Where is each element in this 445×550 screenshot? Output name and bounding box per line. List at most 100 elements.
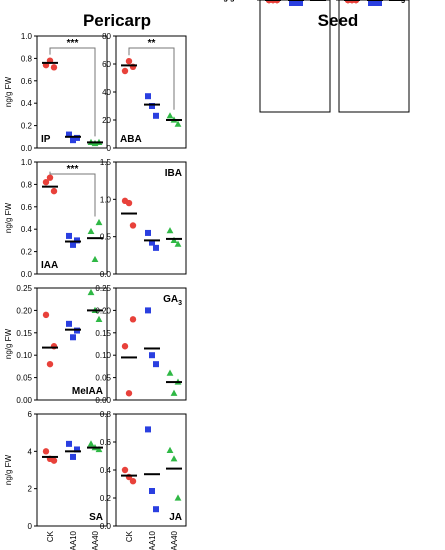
data-point-naa40 bbox=[174, 120, 182, 127]
data-point-naa10 bbox=[149, 488, 155, 494]
y-axis-label: ng/g FW bbox=[4, 76, 13, 107]
y-axis-label: ng/g FW bbox=[4, 328, 13, 359]
panel-label: ABA bbox=[383, 0, 405, 3]
panel-pericarp-iaa: 0.0 0.2 0.4 0.6 0.8 1.0 ng/g FW IAA *** bbox=[4, 158, 108, 279]
panel-label: GA3 bbox=[163, 294, 182, 307]
significance-bracket bbox=[128, 47, 175, 110]
data-point-naa10 bbox=[74, 134, 80, 141]
y-tick-label: 0.05 bbox=[16, 374, 32, 383]
y-tick-label: 0 bbox=[107, 144, 112, 153]
data-point-naa40 bbox=[166, 369, 174, 376]
panel-pericarp-ja: 0.0 0.2 0.4 0.6 0.8 JA CK NAA10 NAA40 bbox=[100, 410, 187, 550]
panel-pericarp-ga3: 0.00 0.05 0.10 0.15 0.20 0.25 GA3 bbox=[95, 284, 187, 405]
y-tick-label: 0.4 bbox=[244, 0, 256, 2]
data-point-naa10 bbox=[153, 506, 159, 513]
data-point-ck bbox=[46, 360, 54, 368]
significance-label: ** bbox=[292, 0, 300, 3]
y-tick-label: 0.2 bbox=[244, 0, 256, 2]
y-tick-label: 20 bbox=[102, 116, 111, 125]
data-point-naa10 bbox=[368, 0, 374, 6]
y-tick-label: 0.2 bbox=[244, 0, 256, 2]
y-tick-label: 0.6 bbox=[323, 0, 335, 2]
data-point-naa10 bbox=[372, 0, 378, 6]
plot-frame bbox=[115, 161, 187, 275]
significance-bracket bbox=[49, 171, 96, 217]
y-tick-label: 40 bbox=[102, 88, 111, 97]
panel-seed-ja: 0.00.20.40.60.8 JA bbox=[323, 0, 410, 113]
data-point-naa40 bbox=[174, 494, 182, 501]
data-point-ck bbox=[125, 58, 133, 65]
y-tick-label: 0.0 bbox=[244, 0, 256, 2]
significance-label: *** bbox=[67, 38, 79, 49]
y-tick-label: 0.8 bbox=[244, 0, 256, 2]
y-tick-label: 0 bbox=[330, 0, 335, 2]
panel-label: IAA bbox=[41, 260, 58, 271]
y-axis-label: ng/g FW bbox=[219, 0, 250, 2]
data-point-naa40 bbox=[87, 440, 95, 447]
y-tick-label: 0.0 bbox=[100, 270, 112, 279]
x-category-label: CK bbox=[46, 530, 55, 542]
y-tick-label: 0.6 bbox=[244, 0, 256, 2]
data-point-ck bbox=[129, 478, 137, 485]
y-tick-label: 0.0 bbox=[21, 270, 33, 279]
y-tick-label: 0 bbox=[28, 522, 33, 531]
panel-label: MeIAA bbox=[72, 386, 103, 397]
data-point-naa10 bbox=[149, 103, 155, 109]
y-tick-label: 0.4 bbox=[21, 225, 33, 234]
data-point-ck bbox=[42, 178, 50, 186]
significance-label: *** bbox=[358, 0, 370, 3]
y-tick-label: 0.25 bbox=[16, 284, 32, 293]
y-tick-label: 0.10 bbox=[95, 351, 111, 360]
data-point-ck bbox=[125, 199, 133, 207]
y-axis-label: ng/g FW bbox=[4, 454, 13, 485]
y-tick-label: 1 bbox=[251, 0, 256, 2]
y-tick-label: 0.05 bbox=[95, 374, 111, 383]
y-tick-label: 0.2 bbox=[21, 248, 33, 257]
y-tick-label: 1.0 bbox=[21, 158, 33, 167]
data-point-naa10 bbox=[66, 320, 72, 327]
y-tick-label: 4 bbox=[28, 447, 33, 456]
y-tick-label: 0.15 bbox=[95, 329, 111, 338]
significance-label: *** bbox=[67, 164, 79, 175]
y-axis-label: ng/g FW bbox=[219, 0, 250, 2]
data-point-naa40 bbox=[95, 218, 103, 226]
y-tick-label: 0.00 bbox=[16, 396, 32, 405]
data-point-naa40 bbox=[174, 240, 182, 247]
y-tick-label: 2 bbox=[251, 0, 256, 2]
panel-label: JA bbox=[392, 0, 405, 3]
significance-label: *** bbox=[380, 0, 392, 3]
y-tick-label: 0.0 bbox=[323, 0, 335, 2]
data-point-ck bbox=[42, 311, 50, 319]
significance-label: *** bbox=[301, 0, 313, 3]
data-point-naa40 bbox=[166, 227, 174, 234]
y-tick-label: 2 bbox=[251, 0, 256, 2]
x-category-label: NAA10 bbox=[148, 530, 157, 550]
y-tick-label: 0.0 bbox=[323, 0, 335, 2]
y-tick-label: 0.8 bbox=[100, 410, 112, 419]
data-point-naa10 bbox=[145, 426, 151, 433]
y-tick-label: 0.8 bbox=[323, 0, 335, 2]
data-point-naa10 bbox=[145, 229, 151, 236]
y-tick-label: 0.8 bbox=[21, 180, 33, 189]
y-tick-label: 8 bbox=[330, 0, 335, 2]
panel-pericarp-iba: 0.0 0.5 1.0 1.5 IBA bbox=[100, 158, 187, 279]
y-tick-label: 4 bbox=[251, 0, 256, 2]
significance-bracket bbox=[49, 47, 96, 137]
significance-label: *** bbox=[279, 0, 291, 3]
y-tick-label: 0.2 bbox=[323, 0, 335, 2]
plot-frame bbox=[259, 0, 331, 113]
data-point-ck bbox=[46, 174, 54, 181]
y-tick-label: 3 bbox=[251, 0, 256, 2]
data-point-naa10 bbox=[153, 361, 159, 368]
y-tick-label: 1.0 bbox=[100, 195, 112, 204]
data-point-naa10 bbox=[66, 440, 72, 447]
panel-label: SA bbox=[89, 512, 103, 523]
y-tick-label: 0.6 bbox=[21, 203, 33, 212]
y-tick-label: 0.8 bbox=[21, 54, 33, 63]
data-point-ck bbox=[121, 67, 129, 75]
y-tick-label: 0.6 bbox=[323, 0, 335, 2]
data-point-naa40 bbox=[166, 112, 174, 119]
y-tick-label: 0.8 bbox=[323, 0, 335, 2]
